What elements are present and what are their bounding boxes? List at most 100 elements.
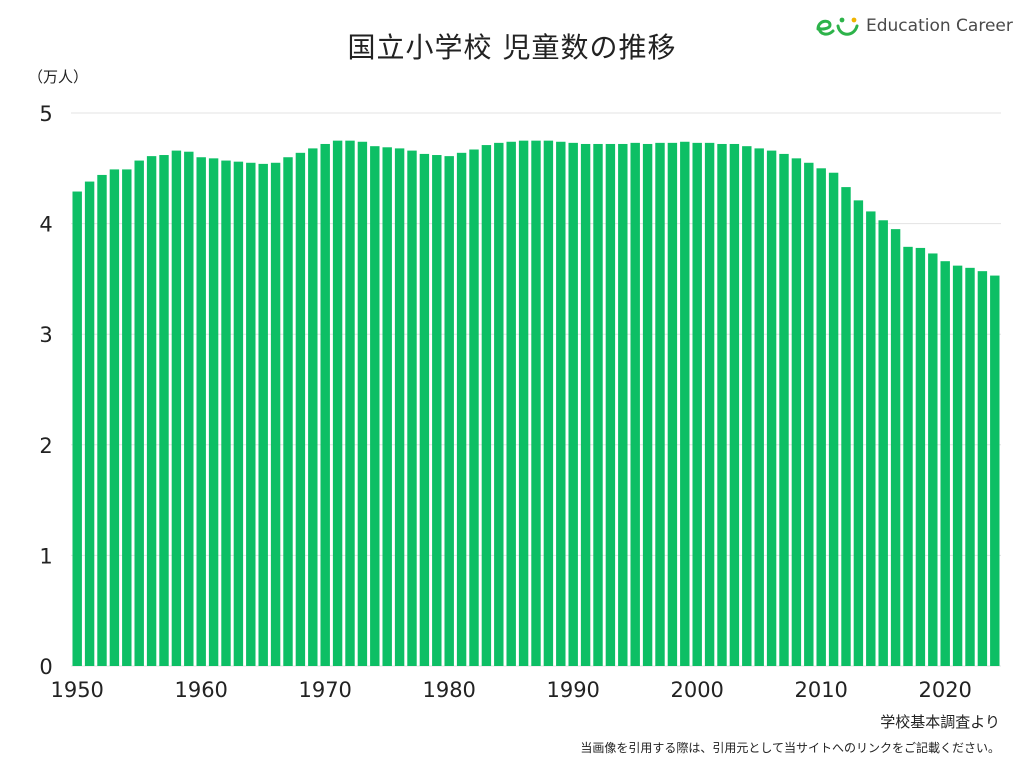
education-career-logo[interactable]: Education Career — [814, 10, 1013, 42]
x-tick-label: 1980 — [422, 678, 475, 702]
bars — [72, 140, 1000, 667]
bar — [915, 247, 926, 666]
x-tick-label: 2000 — [670, 678, 723, 702]
bar — [394, 148, 405, 666]
x-tick-label: 1950 — [50, 678, 103, 702]
bar — [146, 156, 157, 666]
bar — [655, 142, 665, 667]
bar — [134, 160, 144, 666]
bar — [84, 181, 95, 666]
bar — [159, 155, 169, 666]
bar — [841, 187, 851, 666]
bar — [270, 162, 281, 666]
chart-title: 国立小学校 児童数の推移 — [347, 31, 677, 64]
bar — [444, 156, 454, 666]
y-tick-label: 1 — [39, 544, 52, 568]
bar — [171, 150, 182, 667]
bar — [506, 141, 516, 666]
bar — [903, 246, 913, 666]
x-tick-label: 2010 — [794, 678, 847, 702]
bar — [754, 148, 764, 666]
bar — [246, 162, 256, 666]
bar — [742, 146, 752, 666]
y-tick-label: 3 — [39, 323, 52, 347]
bar — [469, 149, 479, 666]
bar — [952, 265, 963, 666]
bar — [692, 142, 702, 667]
bar — [308, 148, 318, 666]
bar — [990, 275, 1000, 666]
x-axis-ticks: 1950 1960 1970 1980 1990 2000 2010 2020 — [50, 678, 971, 702]
bar — [556, 141, 566, 666]
x-tick-label: 1990 — [546, 678, 599, 702]
bar — [295, 152, 306, 666]
bar — [432, 155, 442, 666]
bar — [258, 163, 268, 666]
bar — [593, 143, 603, 667]
bar — [890, 229, 901, 666]
y-axis-ticks: 0 1 2 3 4 5 — [39, 102, 52, 679]
bar — [878, 220, 888, 666]
y-tick-label: 5 — [39, 102, 52, 126]
bar — [816, 168, 826, 667]
bar — [717, 143, 727, 667]
bar — [370, 146, 380, 666]
bar — [791, 158, 802, 666]
bar — [456, 152, 467, 666]
bar — [320, 143, 330, 667]
bar — [345, 140, 355, 666]
bar — [618, 143, 628, 667]
bar — [568, 142, 578, 667]
bar — [828, 172, 839, 666]
bar — [382, 147, 392, 667]
bar — [518, 140, 529, 666]
y-tick-label: 4 — [39, 213, 52, 237]
bar — [680, 141, 690, 666]
bar — [531, 140, 541, 666]
bar — [605, 143, 616, 667]
bar — [221, 160, 231, 666]
bar — [866, 211, 876, 666]
bar — [965, 267, 975, 666]
y-tick-label: 0 — [39, 655, 52, 679]
bar — [779, 153, 789, 667]
bar — [481, 145, 492, 666]
y-tick-label: 2 — [39, 434, 52, 458]
bar — [766, 150, 777, 667]
citation-note: 当画像を引用する際は、引用元として当サイトへのリンクをご記載ください。 — [580, 741, 1000, 755]
bar — [283, 157, 293, 667]
bar — [642, 143, 653, 667]
bar — [630, 142, 640, 667]
bar — [109, 169, 120, 666]
bar — [729, 143, 740, 667]
bar — [208, 158, 219, 666]
bar — [357, 141, 368, 666]
bar — [332, 140, 343, 666]
y-axis-unit-label: （万人） — [28, 68, 88, 86]
bar — [184, 151, 194, 666]
x-tick-label: 1970 — [298, 678, 351, 702]
bar — [940, 261, 950, 666]
bar — [704, 142, 715, 667]
bar — [853, 200, 864, 666]
bar — [407, 150, 417, 667]
bar — [804, 162, 814, 666]
bar — [72, 191, 82, 666]
bar — [667, 142, 678, 667]
bar — [580, 143, 591, 667]
bar — [543, 140, 554, 666]
bar — [122, 169, 132, 666]
x-tick-label: 1960 — [174, 678, 227, 702]
logo-mark-icon — [816, 17, 859, 36]
bar — [97, 174, 107, 666]
bar — [233, 161, 244, 666]
logo-text: Education Career — [866, 16, 1013, 36]
source-note: 学校基本調査より — [880, 713, 1000, 731]
bar — [928, 253, 938, 666]
x-tick-label: 2020 — [918, 678, 971, 702]
bar — [419, 153, 430, 667]
bar — [494, 142, 504, 667]
bar — [196, 157, 206, 667]
bar — [977, 271, 988, 666]
